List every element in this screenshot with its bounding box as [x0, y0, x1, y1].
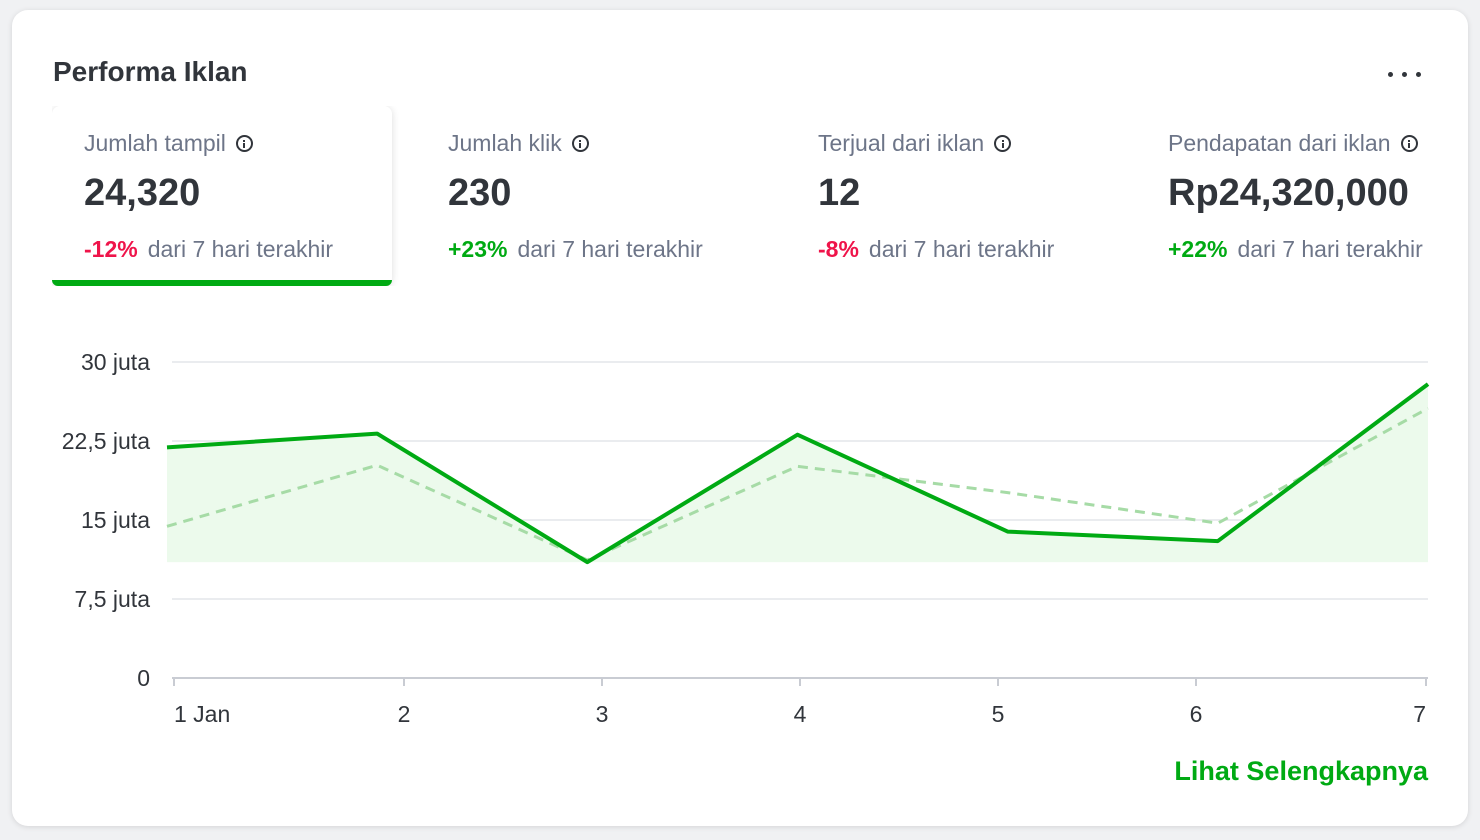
y-tick-label: 7,5 juta: [75, 586, 151, 612]
change-period: dari 7 hari terakhir: [517, 236, 703, 262]
series-line-main: [166, 382, 1430, 565]
stat-value: 230: [448, 172, 512, 214]
y-tick-label: 30 juta: [81, 349, 150, 375]
area-fill: [167, 384, 1428, 563]
y-tick-label: 22,5 juta: [62, 428, 150, 454]
performance-line-chart: 0 7,5 juta 15 juta 22,5 juta 30 juta 1 Jan 2 3 4…: [62, 349, 1430, 727]
stat-change: +22% dari 7 hari terakhir: [1168, 236, 1423, 263]
change-percent: +23%: [448, 236, 508, 262]
active-indicator: [52, 280, 392, 286]
change-percent: -12%: [84, 236, 138, 262]
info-icon[interactable]: [994, 135, 1012, 152]
x-tick-label: 7: [1413, 701, 1426, 727]
change-period: dari 7 hari terakhir: [147, 236, 334, 262]
stat-value: Rp24,320,000: [1168, 172, 1409, 214]
stat-change: +23% dari 7 hari terakhir: [448, 236, 703, 263]
y-tick-label: 0: [137, 665, 150, 691]
info-icon[interactable]: [1400, 135, 1418, 152]
change-period: dari 7 hari terakhir: [1237, 236, 1423, 262]
more-options-icon[interactable]: [1374, 54, 1434, 94]
x-tick-label: 4: [794, 701, 807, 727]
y-tick-label: 15 juta: [81, 507, 150, 533]
see-more-link[interactable]: Lihat Selengkapnya: [1174, 756, 1428, 786]
change-period: dari 7 hari terakhir: [868, 236, 1055, 262]
ad-performance-card: Performa Iklan Jumlah tampil 24,320 -12%…: [12, 10, 1468, 826]
stat-card-sold[interactable]: Terjual dari iklan 12 -8% dari 7 hari ter…: [786, 106, 1126, 286]
stat-change: -8% dari 7 hari terakhir: [818, 236, 1054, 263]
x-tick-label: 1 Jan: [174, 701, 230, 727]
stat-value: 12: [818, 172, 861, 214]
stat-card-clicks[interactable]: Jumlah klik 230 +23% dari 7 hari terakhir: [416, 106, 756, 286]
x-tick-label: 6: [1190, 701, 1203, 727]
card-title: Performa Iklan: [53, 56, 248, 87]
stat-card-impressions[interactable]: Jumlah tampil 24,320 -12% dari 7 hari ter…: [52, 106, 392, 286]
x-tick-label: 3: [596, 701, 609, 727]
stats-row: Jumlah tampil 24,320 -12% dari 7 hari ter…: [52, 106, 1428, 286]
x-tick-label: 5: [992, 701, 1005, 727]
info-icon[interactable]: [235, 135, 253, 152]
stat-change: -12% dari 7 hari terakhir: [84, 236, 333, 263]
stat-value: 24,320: [84, 172, 201, 214]
stat-label: Pendapatan dari iklan: [1168, 130, 1418, 157]
stat-label: Jumlah klik: [448, 130, 589, 157]
info-icon[interactable]: [571, 135, 589, 152]
change-percent: +22%: [1168, 236, 1228, 262]
stat-label: Terjual dari iklan: [818, 130, 1012, 157]
x-tick-label: 2: [398, 701, 411, 727]
stat-card-revenue[interactable]: Pendapatan dari iklan Rp24,320,000 +22% d…: [1136, 106, 1428, 286]
change-percent: -8%: [818, 236, 859, 262]
stat-label: Jumlah tampil: [84, 130, 253, 157]
